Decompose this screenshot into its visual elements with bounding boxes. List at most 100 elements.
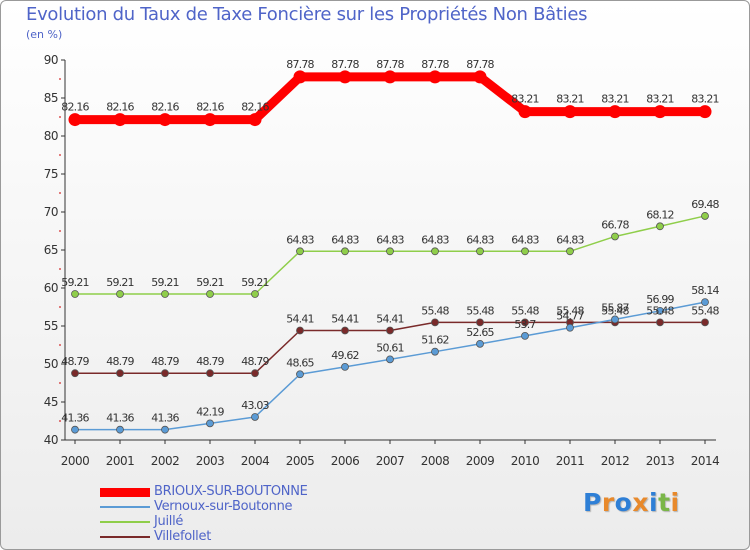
legend-label: Vernoux-sur-Boutonne [154,499,293,514]
data-point [476,339,484,348]
x-tick-label: 2008 [421,454,450,468]
y-tick-label: 85 [44,91,58,105]
data-label: 54.77 [556,310,584,323]
data-label: 68.12 [646,208,674,221]
data-label: 59.21 [61,276,89,289]
data-point [473,70,487,84]
data-label: 54.41 [376,312,404,325]
data-label: 82.16 [196,101,224,114]
data-point [386,355,394,364]
data-label: 82.16 [241,101,269,114]
data-label: 64.83 [331,233,359,246]
data-label: 64.83 [511,233,539,246]
data-point [251,413,259,421]
data-point [206,419,214,428]
data-label: 41.36 [151,412,179,425]
data-label: 50.61 [376,341,404,354]
data-label: 64.83 [376,233,404,246]
legend-label: Juillé [154,514,184,529]
data-point [251,369,259,378]
data-label: 49.62 [331,349,359,362]
data-point [431,347,439,356]
x-tick-label: 2009 [466,454,495,468]
data-label: 41.36 [61,412,89,425]
data-point [158,113,172,127]
data-label: 87.78 [376,58,404,71]
data-point [71,369,79,378]
data-point [296,370,304,379]
data-point [566,323,574,332]
legend-label: BRIOUX-SUR-BOUTONNE [154,484,308,499]
data-label: 56.99 [646,293,674,306]
data-point [563,105,577,119]
data-label: 48.79 [241,355,269,368]
legend-item: Juillé [100,514,400,529]
data-point [431,247,439,256]
y-tick-label: 65 [44,243,58,257]
x-tick-label: 2012 [601,454,630,468]
data-label: 53.7 [514,318,536,331]
y-tick-label: 45 [44,395,58,409]
data-point [653,105,667,119]
data-label: 82.16 [106,101,134,114]
data-label: 41.36 [106,412,134,425]
data-point [71,290,79,298]
data-label: 43.03 [241,399,269,412]
data-point [701,318,709,327]
data-label: 64.83 [421,233,449,246]
data-point [476,247,484,256]
x-tick-label: 2004 [241,454,270,468]
data-label: 55.48 [646,304,674,317]
y-tick-label: 90 [44,53,58,67]
data-point [698,105,712,119]
x-tick-label: 2010 [511,454,540,468]
data-point [68,113,82,127]
data-point [206,369,214,378]
data-point [341,326,349,335]
data-point [203,113,217,127]
data-label: 55.48 [511,304,539,317]
data-point [656,306,664,315]
data-point [521,247,529,256]
data-point [116,425,124,434]
data-point [701,212,709,220]
chart-legend: BRIOUX-SUR-BOUTONNE Vernoux-sur-Boutonne J… [100,484,400,544]
data-point [296,326,304,335]
data-label: 64.83 [286,233,314,246]
data-label: 48.79 [151,355,179,368]
data-point [71,425,79,434]
y-tick-label: 60 [44,281,58,295]
data-point [521,318,529,327]
data-point [386,247,394,256]
y-tick-label: 40 [44,433,58,447]
x-tick-label: 2011 [556,454,585,468]
data-point [113,113,127,127]
y-axis-unit-label: (en %) [26,28,63,41]
data-point [341,362,349,371]
data-point [161,425,169,434]
data-label: 55.48 [691,304,719,317]
data-point [428,70,442,84]
data-label: 55.87 [601,301,629,314]
data-label: 87.78 [466,58,494,71]
data-point [161,369,169,378]
data-point [701,298,709,307]
data-label: 59.21 [151,276,179,289]
y-tick-label: 55 [44,319,58,333]
x-tick-label: 2000 [61,454,90,468]
data-point [656,222,664,231]
data-label: 83.21 [601,93,629,106]
data-point [116,369,124,378]
legend-item: Villefollet [100,529,400,544]
legend-label: Villefollet [154,529,211,544]
x-tick-label: 2007 [376,454,405,468]
data-point [338,70,352,84]
data-point [116,290,124,298]
line-chart: 40 45 50 55 60 65 70 75 80 85 90 2000 2001 2002 2003 20… [44,53,721,468]
data-point [476,318,484,327]
data-label: 48.65 [286,356,314,369]
legend-swatch [100,521,150,523]
data-point [383,70,397,84]
data-label: 48.79 [61,355,89,368]
